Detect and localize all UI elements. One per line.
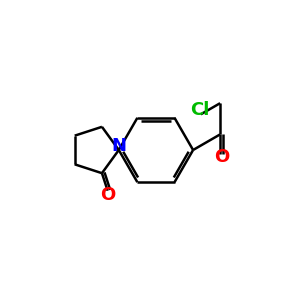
- Text: N: N: [111, 137, 126, 155]
- Text: Cl: Cl: [190, 101, 209, 119]
- Text: O: O: [214, 148, 229, 166]
- Text: O: O: [100, 186, 115, 204]
